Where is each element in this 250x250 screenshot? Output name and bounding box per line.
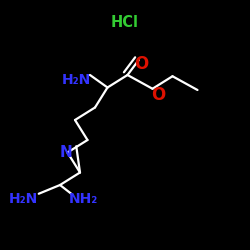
Text: O: O [134, 55, 148, 73]
Text: NH₂: NH₂ [69, 192, 98, 206]
Text: HCl: HCl [111, 15, 139, 30]
Text: N: N [60, 145, 72, 160]
Text: H₂N: H₂N [62, 73, 91, 87]
Text: O: O [152, 86, 166, 104]
Text: H₂N: H₂N [9, 192, 38, 206]
